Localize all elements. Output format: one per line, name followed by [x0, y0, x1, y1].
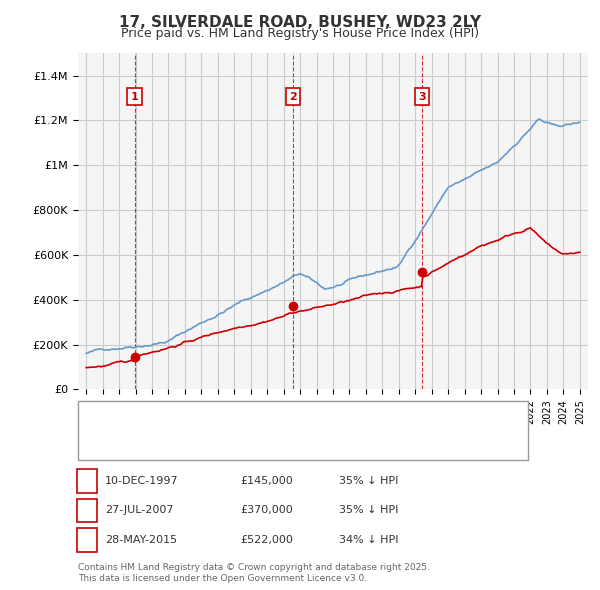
Text: 1: 1 — [83, 474, 91, 487]
Text: HPI: Average price, detached house, Hertsmere: HPI: Average price, detached house, Hert… — [111, 439, 359, 448]
Text: Contains HM Land Registry data © Crown copyright and database right 2025.
This d: Contains HM Land Registry data © Crown c… — [78, 563, 430, 583]
Text: 17, SILVERDALE ROAD, BUSHEY, WD23 2LY: 17, SILVERDALE ROAD, BUSHEY, WD23 2LY — [119, 15, 481, 30]
Text: 3: 3 — [418, 92, 426, 102]
Text: 35% ↓ HPI: 35% ↓ HPI — [339, 476, 398, 486]
Text: 10-DEC-1997: 10-DEC-1997 — [105, 476, 179, 486]
Text: 2: 2 — [83, 504, 91, 517]
Text: 27-JUL-2007: 27-JUL-2007 — [105, 506, 173, 515]
Text: £145,000: £145,000 — [240, 476, 293, 486]
Text: 3: 3 — [83, 533, 91, 546]
Text: —: — — [90, 434, 109, 453]
Text: —: — — [90, 408, 109, 427]
Text: £522,000: £522,000 — [240, 535, 293, 545]
Text: 2: 2 — [289, 92, 297, 102]
Text: 1: 1 — [131, 92, 139, 102]
Text: 35% ↓ HPI: 35% ↓ HPI — [339, 506, 398, 515]
Text: Price paid vs. HM Land Registry's House Price Index (HPI): Price paid vs. HM Land Registry's House … — [121, 27, 479, 40]
Text: 17, SILVERDALE ROAD, BUSHEY, WD23 2LY (detached house): 17, SILVERDALE ROAD, BUSHEY, WD23 2LY (d… — [111, 413, 428, 422]
Text: £370,000: £370,000 — [240, 506, 293, 515]
Text: 34% ↓ HPI: 34% ↓ HPI — [339, 535, 398, 545]
Text: 28-MAY-2015: 28-MAY-2015 — [105, 535, 177, 545]
